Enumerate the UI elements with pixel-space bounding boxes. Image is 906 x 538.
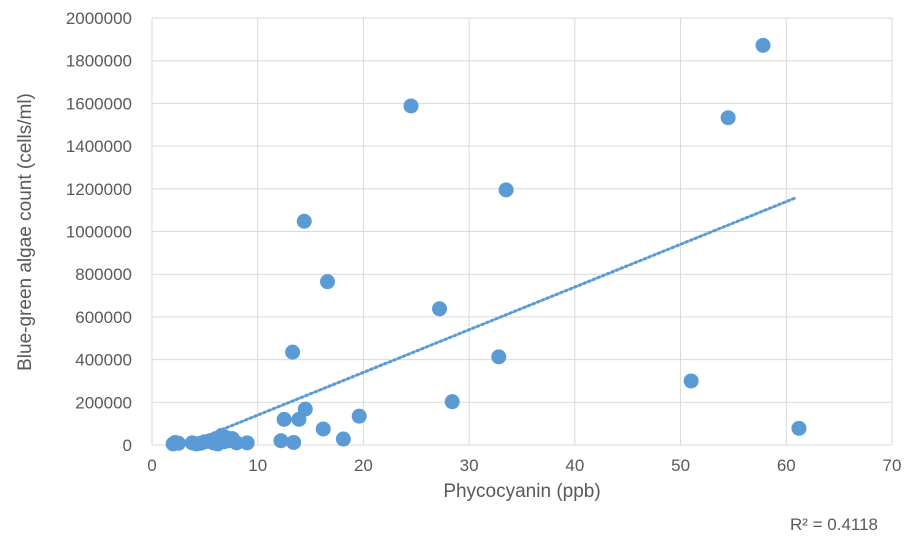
- y-tick-label: 2000000: [66, 9, 132, 28]
- points-layer: [165, 37, 807, 452]
- data-point: [296, 213, 312, 229]
- data-point: [351, 408, 367, 424]
- data-point: [335, 431, 351, 447]
- data-point: [720, 110, 736, 126]
- y-tick-label: 0: [123, 436, 132, 455]
- data-point: [319, 274, 335, 290]
- x-tick-label: 50: [671, 456, 690, 475]
- trendline-layer: [192, 195, 799, 443]
- x-tick-label: 70: [883, 456, 902, 475]
- data-point: [229, 435, 245, 451]
- data-point: [297, 401, 313, 417]
- x-tick-label: 0: [147, 456, 156, 475]
- x-tick-label: 40: [565, 456, 584, 475]
- data-point: [170, 435, 186, 451]
- x-tick-label: 30: [460, 456, 479, 475]
- data-point: [273, 433, 289, 449]
- x-tick-label: 60: [777, 456, 796, 475]
- linear-trendline: [192, 195, 799, 443]
- data-point: [403, 98, 419, 114]
- y-tick-label: 1000000: [66, 223, 132, 242]
- data-point: [791, 420, 807, 436]
- x-tick-labels: 0 10 20 30 40 50 60 70: [147, 456, 901, 475]
- data-point: [315, 421, 331, 437]
- data-point: [755, 37, 771, 53]
- data-point: [286, 434, 302, 450]
- data-point: [498, 182, 514, 198]
- data-point: [444, 394, 460, 410]
- x-tick-label: 20: [354, 456, 373, 475]
- x-axis-title: Phycocyanin (ppb): [443, 481, 600, 502]
- y-tick-label: 400000: [75, 351, 132, 370]
- y-tick-label: 1200000: [66, 180, 132, 199]
- y-tick-label: 1800000: [66, 52, 132, 71]
- x-tick-label: 10: [248, 456, 267, 475]
- y-tick-label: 600000: [75, 308, 132, 327]
- data-point: [432, 301, 448, 317]
- y-tick-label: 1400000: [66, 137, 132, 156]
- data-point: [491, 349, 507, 365]
- data-point: [276, 411, 292, 427]
- r-squared-label: R² = 0.4118: [790, 515, 878, 534]
- y-tick-label: 800000: [75, 265, 132, 284]
- y-tick-label: 1600000: [66, 94, 132, 113]
- data-point: [239, 435, 255, 451]
- y-axis-title: Blue-green algae count (cells/ml): [15, 93, 36, 371]
- y-tick-label: 200000: [75, 393, 132, 412]
- y-tick-labels: 0 200000 400000 600000 800000 1000000 1200000 1…: [66, 9, 132, 455]
- grid-layer: [151, 17, 893, 446]
- data-point: [683, 373, 699, 389]
- data-point: [285, 344, 301, 360]
